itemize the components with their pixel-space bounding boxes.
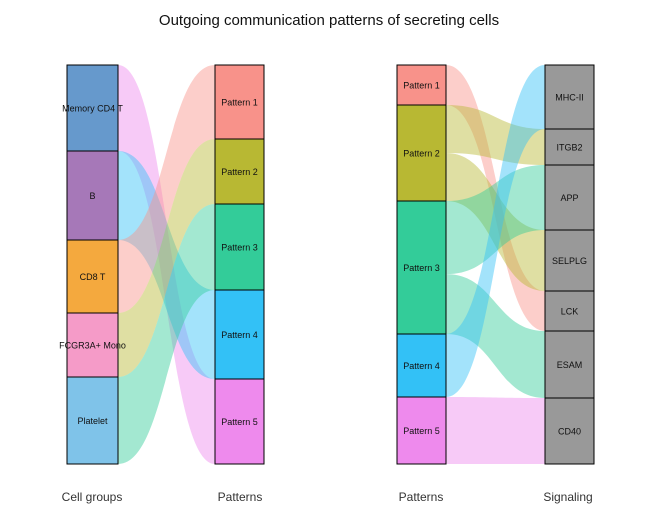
cell-group-label-platelet: Platelet bbox=[77, 416, 108, 426]
right-pattern-label-pattern-3: Pattern 3 bbox=[403, 263, 440, 273]
flow-pattern-3-to-esam bbox=[446, 274, 545, 398]
left-pattern-node-pattern-5 bbox=[214, 378, 265, 465]
cell-group-node-memory-cd4-t bbox=[66, 64, 119, 152]
signaling-label-selplg: SELPLG bbox=[552, 256, 587, 266]
right-pattern-label-pattern-2: Pattern 2 bbox=[403, 149, 440, 159]
flow-cd8-t-to-pattern-1 bbox=[118, 65, 215, 313]
cell-group-node-cd8-t bbox=[66, 239, 119, 314]
signaling-label-esam: ESAM bbox=[557, 360, 583, 370]
flow-platelet-to-pattern-3 bbox=[118, 204, 215, 464]
cell-group-label-b: B bbox=[89, 191, 95, 201]
cell-group-label-fcgr3a-mono: FCGR3A+ Mono bbox=[59, 341, 126, 351]
cell-group-node-fcgr3a-mono bbox=[66, 312, 119, 378]
signaling-label-itgb2: ITGB2 bbox=[556, 143, 582, 153]
signaling-node-esam bbox=[544, 330, 595, 399]
figure-title: Outgoing communication patterns of secre… bbox=[158, 12, 500, 29]
cell-group-label-cd8-t: CD8 T bbox=[80, 272, 106, 282]
flow-pattern-2-to-selplg bbox=[446, 153, 545, 291]
flow-pattern-4-to-mhc-ii bbox=[446, 65, 545, 397]
signaling-label-lck: LCK bbox=[561, 307, 579, 317]
right-pattern-label-pattern-5: Pattern 5 bbox=[403, 426, 440, 436]
cell-group-node-b bbox=[66, 150, 119, 241]
left-pattern-node-pattern-4 bbox=[214, 289, 265, 380]
right-pattern-node-pattern-5 bbox=[396, 396, 447, 465]
right-pattern-node-pattern-1 bbox=[396, 64, 447, 106]
flow-memory-cd4-t-to-pattern-5 bbox=[118, 65, 215, 464]
signaling-node-app bbox=[544, 164, 595, 231]
left-pattern-label-pattern-1: Pattern 1 bbox=[221, 98, 258, 108]
left-pattern-label-pattern-2: Pattern 2 bbox=[221, 167, 258, 177]
right-pattern-node-pattern-3 bbox=[396, 200, 447, 335]
right-pattern-node-pattern-4 bbox=[396, 333, 447, 398]
axis-label-patterns-right: Patterns bbox=[398, 490, 444, 504]
flow-pattern-3-to-app bbox=[446, 165, 545, 275]
cell-group-node-platelet bbox=[66, 376, 119, 465]
flow-b-to-pattern-4 bbox=[118, 151, 215, 379]
signaling-label-mhc-ii: MHC-II bbox=[555, 93, 584, 103]
right-pattern-label-pattern-4: Pattern 4 bbox=[403, 361, 440, 371]
signaling-label-cd40: CD40 bbox=[558, 427, 581, 437]
right-pattern-node-pattern-2 bbox=[396, 104, 447, 202]
signaling-node-cd40 bbox=[544, 397, 595, 465]
cell-group-label-memory-cd4-t: Memory CD4 T bbox=[62, 104, 123, 114]
right-pattern-label-pattern-1: Pattern 1 bbox=[403, 81, 440, 91]
signaling-label-app: APP bbox=[560, 193, 578, 203]
left-pattern-label-pattern-3: Pattern 3 bbox=[221, 243, 258, 253]
signaling-node-lck bbox=[544, 290, 595, 332]
flow-pattern-5-to-cd40 bbox=[446, 397, 545, 464]
axis-label-cell-groups: Cell groups bbox=[61, 490, 123, 504]
signaling-node-selplg bbox=[544, 229, 595, 292]
left-pattern-label-pattern-4: Pattern 4 bbox=[221, 330, 258, 340]
axis-label-patterns-left: Patterns bbox=[217, 490, 263, 504]
flow-fcgr3a-mono-to-pattern-2 bbox=[118, 139, 215, 377]
left-pattern-node-pattern-3 bbox=[214, 203, 265, 291]
axis-label-signaling: Signaling bbox=[543, 490, 593, 504]
flow-pattern-2-to-itgb2 bbox=[446, 105, 545, 165]
signaling-node-mhc-ii bbox=[544, 64, 595, 130]
flow-pattern-1-to-lck bbox=[446, 65, 545, 331]
left-pattern-label-pattern-5: Pattern 5 bbox=[221, 417, 258, 427]
